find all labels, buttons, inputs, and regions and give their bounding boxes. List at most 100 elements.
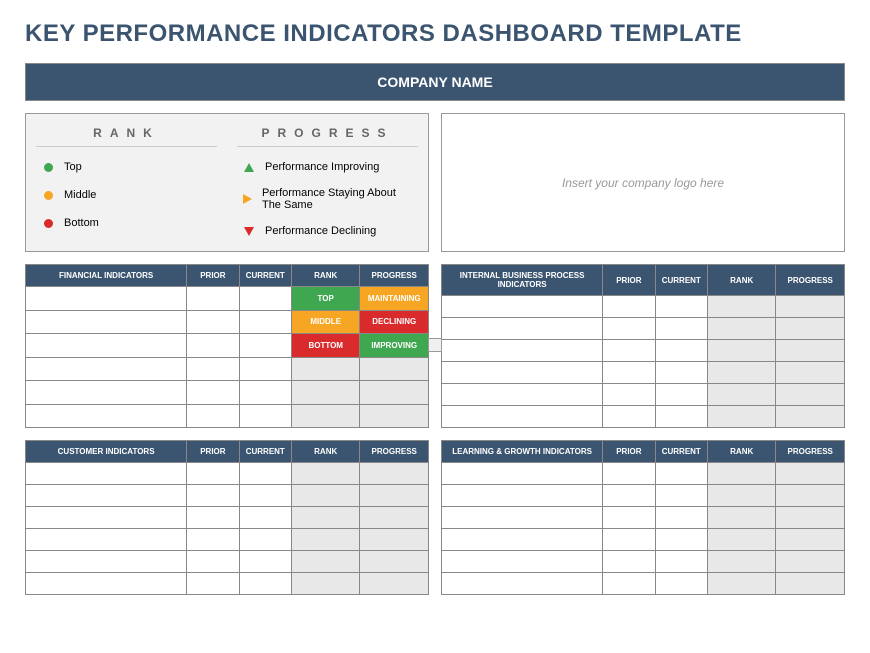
prior-cell[interactable] bbox=[187, 529, 239, 551]
rank-cell[interactable]: MIDDLE bbox=[291, 310, 360, 334]
progress-cell[interactable] bbox=[360, 404, 429, 428]
progress-cell[interactable] bbox=[776, 529, 845, 551]
progress-cell[interactable] bbox=[776, 318, 845, 340]
current-cell[interactable] bbox=[239, 381, 291, 405]
current-cell[interactable] bbox=[655, 507, 707, 529]
indicator-name-cell[interactable] bbox=[442, 551, 603, 573]
indicator-name-cell[interactable] bbox=[442, 296, 603, 318]
prior-cell[interactable] bbox=[603, 485, 655, 507]
indicator-name-cell[interactable] bbox=[26, 551, 187, 573]
progress-cell[interactable]: DECLINING bbox=[360, 310, 429, 334]
progress-cell[interactable] bbox=[776, 340, 845, 362]
progress-cell[interactable] bbox=[360, 529, 429, 551]
prior-cell[interactable] bbox=[187, 357, 239, 381]
indicator-name-cell[interactable] bbox=[442, 529, 603, 551]
progress-cell[interactable] bbox=[776, 551, 845, 573]
prior-cell[interactable] bbox=[603, 551, 655, 573]
current-cell[interactable] bbox=[655, 340, 707, 362]
rank-cell[interactable] bbox=[707, 485, 776, 507]
current-cell[interactable] bbox=[655, 318, 707, 340]
prior-cell[interactable] bbox=[603, 340, 655, 362]
current-cell[interactable] bbox=[239, 573, 291, 595]
rank-cell[interactable] bbox=[707, 573, 776, 595]
indicator-name-cell[interactable] bbox=[442, 406, 603, 428]
prior-cell[interactable] bbox=[603, 573, 655, 595]
indicator-name-cell[interactable] bbox=[442, 507, 603, 529]
progress-cell[interactable] bbox=[360, 507, 429, 529]
progress-cell[interactable] bbox=[360, 463, 429, 485]
indicator-name-cell[interactable] bbox=[442, 340, 603, 362]
prior-cell[interactable] bbox=[603, 507, 655, 529]
current-cell[interactable] bbox=[655, 362, 707, 384]
prior-cell[interactable] bbox=[187, 507, 239, 529]
rank-cell[interactable] bbox=[707, 362, 776, 384]
progress-cell[interactable] bbox=[360, 551, 429, 573]
rank-cell[interactable] bbox=[707, 507, 776, 529]
prior-cell[interactable] bbox=[603, 529, 655, 551]
prior-cell[interactable] bbox=[603, 362, 655, 384]
prior-cell[interactable] bbox=[187, 381, 239, 405]
current-cell[interactable] bbox=[655, 406, 707, 428]
progress-cell[interactable] bbox=[360, 485, 429, 507]
prior-cell[interactable] bbox=[187, 334, 239, 358]
progress-cell[interactable] bbox=[776, 573, 845, 595]
rank-cell[interactable] bbox=[707, 406, 776, 428]
indicator-name-cell[interactable] bbox=[442, 384, 603, 406]
indicator-name-cell[interactable] bbox=[442, 485, 603, 507]
current-cell[interactable] bbox=[655, 573, 707, 595]
indicator-name-cell[interactable] bbox=[442, 463, 603, 485]
indicator-name-cell[interactable] bbox=[442, 362, 603, 384]
current-cell[interactable] bbox=[655, 463, 707, 485]
prior-cell[interactable] bbox=[187, 573, 239, 595]
current-cell[interactable] bbox=[655, 384, 707, 406]
indicator-name-cell[interactable] bbox=[26, 485, 187, 507]
prior-cell[interactable] bbox=[603, 296, 655, 318]
rank-cell[interactable] bbox=[291, 357, 360, 381]
indicator-name-cell[interactable] bbox=[26, 357, 187, 381]
rank-cell[interactable] bbox=[707, 296, 776, 318]
indicator-name-cell[interactable] bbox=[442, 573, 603, 595]
prior-cell[interactable] bbox=[187, 310, 239, 334]
rank-cell[interactable] bbox=[707, 318, 776, 340]
indicator-name-cell[interactable] bbox=[442, 318, 603, 340]
progress-cell[interactable] bbox=[776, 384, 845, 406]
progress-cell[interactable] bbox=[776, 485, 845, 507]
prior-cell[interactable] bbox=[187, 551, 239, 573]
prior-cell[interactable] bbox=[603, 406, 655, 428]
current-cell[interactable] bbox=[239, 287, 291, 311]
rank-cell[interactable] bbox=[291, 551, 360, 573]
rank-cell[interactable] bbox=[291, 381, 360, 405]
progress-cell[interactable]: MAINTAINING bbox=[360, 287, 429, 311]
prior-cell[interactable] bbox=[603, 463, 655, 485]
current-cell[interactable] bbox=[239, 334, 291, 358]
rank-cell[interactable] bbox=[707, 384, 776, 406]
rank-cell[interactable] bbox=[291, 404, 360, 428]
rank-cell[interactable] bbox=[707, 340, 776, 362]
progress-cell[interactable] bbox=[360, 357, 429, 381]
current-cell[interactable] bbox=[655, 485, 707, 507]
rank-cell[interactable] bbox=[707, 529, 776, 551]
current-cell[interactable] bbox=[239, 551, 291, 573]
indicator-name-cell[interactable] bbox=[26, 404, 187, 428]
rank-cell[interactable]: TOP bbox=[291, 287, 360, 311]
rank-cell[interactable] bbox=[291, 507, 360, 529]
prior-cell[interactable] bbox=[187, 287, 239, 311]
indicator-name-cell[interactable] bbox=[26, 529, 187, 551]
current-cell[interactable] bbox=[655, 296, 707, 318]
indicator-name-cell[interactable] bbox=[26, 463, 187, 485]
current-cell[interactable] bbox=[655, 529, 707, 551]
current-cell[interactable] bbox=[239, 507, 291, 529]
rank-cell[interactable] bbox=[291, 463, 360, 485]
rank-cell[interactable] bbox=[291, 573, 360, 595]
prior-cell[interactable] bbox=[187, 404, 239, 428]
rank-cell[interactable] bbox=[707, 551, 776, 573]
progress-cell[interactable] bbox=[776, 296, 845, 318]
indicator-name-cell[interactable] bbox=[26, 287, 187, 311]
current-cell[interactable] bbox=[239, 485, 291, 507]
prior-cell[interactable] bbox=[187, 463, 239, 485]
progress-cell[interactable] bbox=[360, 573, 429, 595]
current-cell[interactable] bbox=[239, 310, 291, 334]
current-cell[interactable] bbox=[239, 357, 291, 381]
progress-cell[interactable] bbox=[360, 381, 429, 405]
progress-cell[interactable] bbox=[776, 463, 845, 485]
